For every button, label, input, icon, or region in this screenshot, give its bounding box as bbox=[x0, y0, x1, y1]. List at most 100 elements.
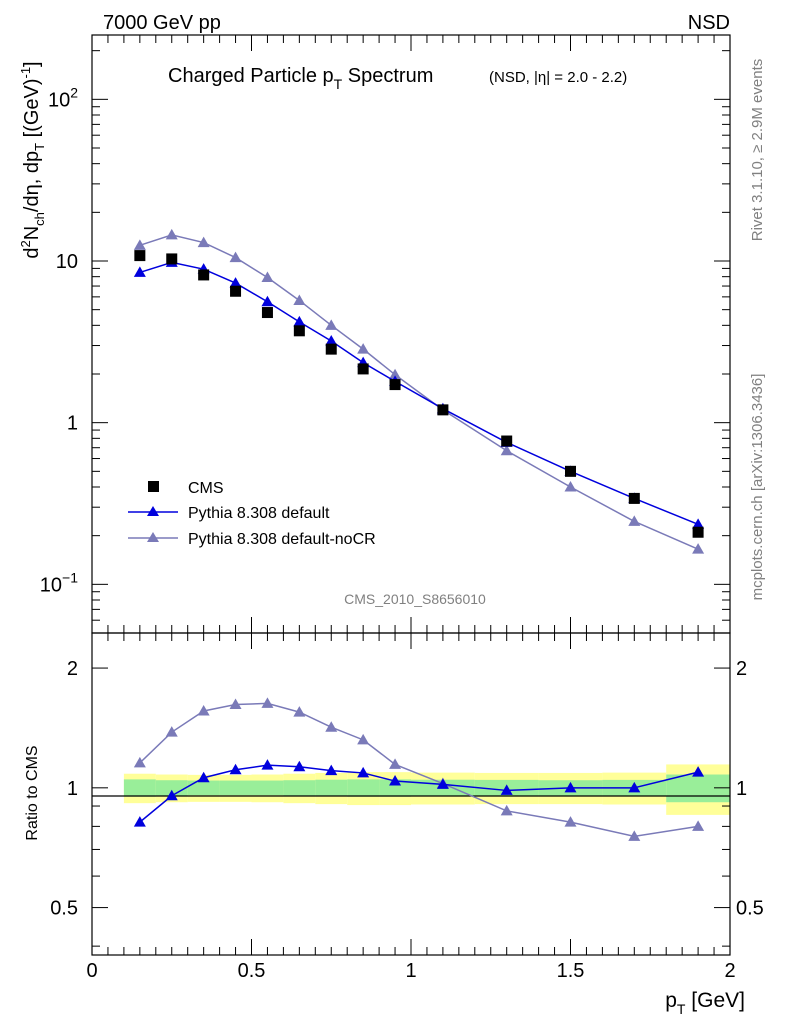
ratio-series-marker bbox=[564, 781, 577, 793]
x-axis-label: pT [GeV] bbox=[665, 989, 745, 1017]
ratio-series-layer bbox=[133, 697, 705, 841]
cms-data-point bbox=[565, 465, 576, 477]
title-main: Charged Particle p bbox=[168, 65, 334, 87]
ratio-series-marker bbox=[357, 733, 370, 745]
main-series-line bbox=[139, 234, 699, 550]
legend-marker-pythia-default bbox=[147, 506, 159, 516]
ratio-series-marker bbox=[197, 771, 210, 783]
cms-data-point bbox=[134, 250, 146, 262]
main-series-marker bbox=[325, 335, 338, 346]
ratio-series-marker bbox=[692, 766, 705, 777]
ratio-y-tick-label-right: 2 bbox=[736, 658, 747, 680]
ratio-series-marker bbox=[389, 775, 402, 786]
ratio-frame bbox=[91, 632, 731, 956]
x-tick-label: 0.5 bbox=[238, 960, 266, 982]
main-series-marker bbox=[229, 277, 242, 288]
stat-uncertainty-band bbox=[283, 780, 316, 796]
ratio-series-marker bbox=[261, 759, 274, 770]
ratio-series-marker bbox=[325, 721, 338, 732]
main-series-marker bbox=[500, 444, 513, 456]
x-tick-label: 1.5 bbox=[557, 960, 585, 982]
legend: CMS Pythia 8.308 default Pythia 8.308 de… bbox=[128, 480, 376, 548]
ratio-series-marker bbox=[165, 789, 178, 801]
legend-marker-pythia-nocr bbox=[147, 532, 159, 542]
ratio-series-line bbox=[139, 764, 699, 823]
ratio-panel: 0 0.5 1 1.5 2 0.5 0.5 1 1 2 2 Ratio to CMS pT [GeV… bbox=[24, 632, 764, 1017]
rivet-version-label: Rivet 3.1.10, ≥ 2.9M events bbox=[749, 59, 766, 242]
ratio-series-marker bbox=[165, 726, 178, 737]
tick-base: 1 bbox=[67, 413, 78, 435]
ratio-series-marker bbox=[357, 766, 370, 778]
main-series-marker bbox=[229, 251, 242, 263]
ratio-series-marker bbox=[692, 820, 705, 831]
tick-base: 10 bbox=[48, 89, 70, 111]
main-series-marker bbox=[133, 266, 146, 277]
ratio-series-marker bbox=[628, 830, 641, 841]
ratio-series-marker bbox=[293, 760, 306, 772]
cms-data-point bbox=[628, 492, 640, 504]
legend-label-pythia-nocr: Pythia 8.308 default-noCR bbox=[188, 531, 376, 548]
cms-data-point bbox=[501, 435, 513, 447]
analysis-id-label: CMS_2010_S8656010 bbox=[344, 591, 486, 607]
ratio-series-marker bbox=[133, 816, 146, 827]
ratio-series-marker bbox=[133, 756, 146, 768]
x-tick-label: 2 bbox=[724, 960, 735, 982]
stat-uncertainty-band bbox=[251, 780, 284, 796]
x-tick-label: 0 bbox=[86, 960, 97, 982]
ratio-y-tick-label: 2 bbox=[67, 658, 78, 680]
main-y-tick-label: 10 bbox=[56, 251, 78, 273]
main-series-marker bbox=[357, 343, 370, 354]
main-series-marker bbox=[293, 315, 306, 327]
main-y-tick-label: 102 bbox=[48, 84, 78, 111]
ratio-series-marker bbox=[325, 764, 338, 776]
title-subscript: T bbox=[334, 76, 343, 92]
main-series-marker bbox=[197, 236, 210, 248]
ratio-y-tick-label-right: 1 bbox=[736, 778, 747, 800]
cms-data-point bbox=[437, 404, 449, 416]
tick-base: 10 bbox=[56, 251, 78, 273]
main-series-marker bbox=[692, 518, 705, 529]
header-process-label: NSD bbox=[688, 12, 730, 34]
main-series-marker bbox=[564, 481, 577, 492]
cms-data-point bbox=[198, 269, 210, 281]
cms-data-point bbox=[293, 325, 305, 337]
x-tick-label: 1 bbox=[405, 960, 416, 982]
ratio-series-marker bbox=[261, 697, 274, 708]
cms-data-point bbox=[230, 285, 242, 297]
ratio-series-marker bbox=[564, 816, 577, 827]
tick-base: 10 bbox=[40, 574, 62, 596]
stat-uncertainty-band bbox=[315, 779, 348, 797]
stat-uncertainty-band bbox=[123, 779, 156, 797]
tick-exponent: 2 bbox=[70, 84, 78, 100]
ratio-axis-ticks: 0 0.5 1 1.5 2 0.5 0.5 1 1 2 2 bbox=[50, 633, 764, 982]
main-y-tick-label: 10−1 bbox=[40, 569, 78, 596]
main-series-marker bbox=[133, 239, 146, 250]
main-series-line bbox=[139, 261, 699, 526]
chart-title: Charged Particle pT Spectrum bbox=[168, 65, 433, 92]
ratio-y-tick-label-right: 0.5 bbox=[736, 898, 764, 920]
main-series-marker bbox=[692, 543, 705, 554]
main-series-marker bbox=[293, 294, 306, 305]
main-y-tick-label: 1 bbox=[67, 413, 78, 435]
cms-data-point bbox=[166, 253, 178, 265]
main-series-marker bbox=[261, 295, 274, 307]
ratio-series-marker bbox=[229, 763, 242, 775]
cms-data-point bbox=[692, 526, 704, 538]
legend-label-cms: CMS bbox=[188, 480, 224, 497]
header-energy-label: 7000 GeV pp bbox=[103, 12, 221, 34]
title-tail: Spectrum bbox=[342, 65, 433, 87]
cms-data-point bbox=[357, 363, 369, 375]
cms-data-point bbox=[261, 307, 273, 319]
stat-uncertainty-band bbox=[219, 780, 252, 796]
stat-uncertainty-band bbox=[379, 779, 411, 797]
tick-exponent: −1 bbox=[62, 569, 78, 585]
ratio-series-marker bbox=[628, 781, 641, 793]
main-y-axis-label: d2Nch/dη, dpT [(GeV)-1] bbox=[18, 61, 47, 258]
legend-marker-cms bbox=[148, 481, 159, 492]
stat-uncertainty-band bbox=[187, 780, 220, 796]
main-series-marker bbox=[325, 319, 338, 330]
main-series-marker bbox=[389, 368, 402, 380]
main-series-layer bbox=[133, 228, 705, 554]
